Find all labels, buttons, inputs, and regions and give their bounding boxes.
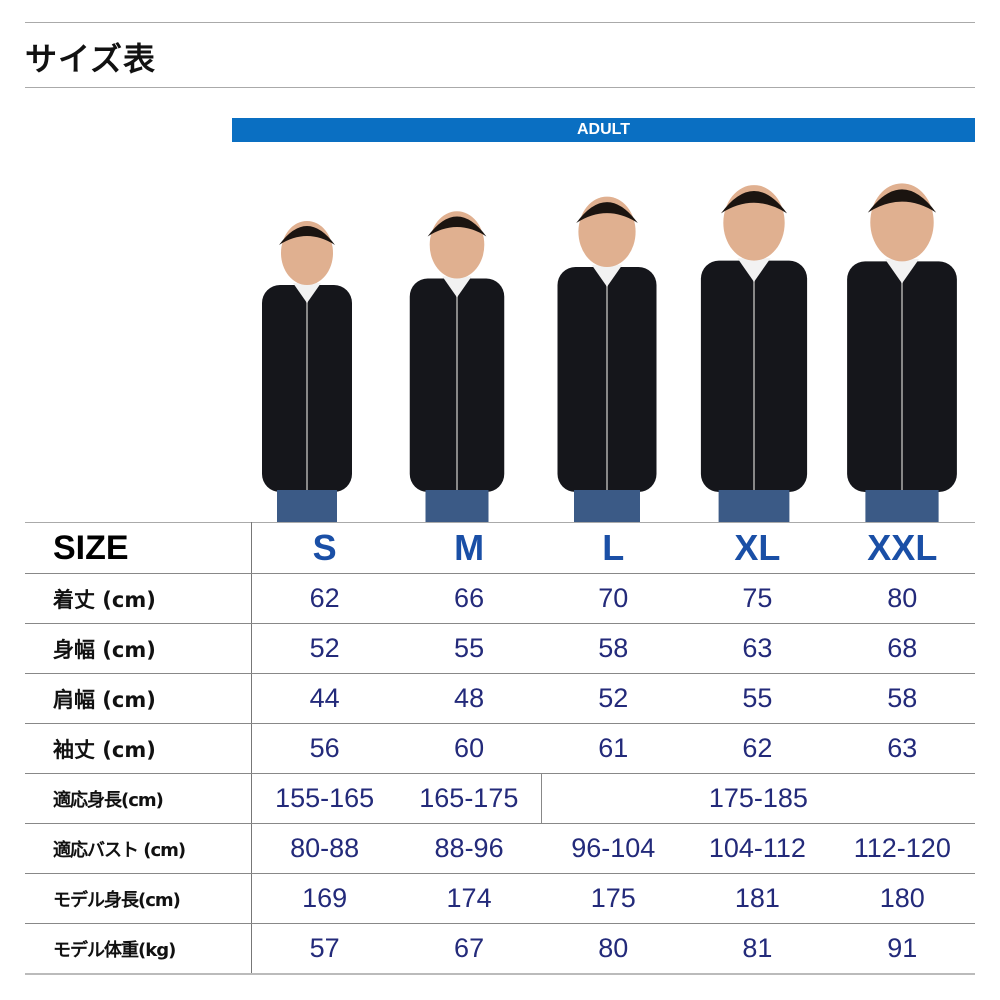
cell: 67	[396, 923, 542, 975]
cell: 57	[251, 923, 397, 975]
cell: 44	[251, 673, 397, 724]
cell: 70	[541, 573, 686, 624]
row-label: 適応身長(cm)	[25, 773, 253, 824]
cell: 63	[685, 623, 830, 674]
cell: 112-120	[829, 823, 975, 874]
size-xl: XL	[685, 522, 830, 574]
cell: 58	[541, 623, 686, 674]
cell: 174	[396, 873, 542, 924]
table-row: 袖丈 (cm) 56 60 61 62 63	[25, 723, 975, 774]
top-divider	[25, 22, 975, 23]
table-row: 着丈 (cm) 62 66 70 75 80	[25, 573, 975, 624]
cell: 80-88	[251, 823, 397, 874]
cell: 175-185	[541, 773, 975, 824]
size-xxl: XXL	[829, 522, 975, 574]
cell: 58	[829, 673, 975, 724]
cell: 81	[685, 923, 830, 975]
model-figure	[409, 211, 505, 522]
size-header-row: SIZE S M L XL XXL	[25, 522, 975, 574]
table-row: 肩幅 (cm) 44 48 52 55 58	[25, 673, 975, 724]
cell: 96-104	[541, 823, 686, 874]
row-label: モデル体重(kg)	[25, 923, 253, 975]
table-row: モデル身長(cm) 169 174 175 181 180	[25, 873, 975, 924]
cell: 48	[396, 673, 542, 724]
page-title: サイズ表	[25, 40, 157, 78]
size-table: SIZE S M L XL XXL 着丈 (cm) 62 66 70 75 80…	[25, 522, 975, 975]
adult-banner: ADULT	[232, 118, 975, 142]
row-label: 適応バスト (cm)	[25, 823, 253, 874]
model-figure	[557, 196, 657, 522]
table-row: モデル体重(kg) 57 67 80 81 91	[25, 923, 975, 975]
cell: 66	[396, 573, 542, 624]
cell: 60	[396, 723, 542, 774]
row-label: 袖丈 (cm)	[25, 723, 253, 774]
cell: 61	[541, 723, 686, 774]
table-row: 適応バスト (cm) 80-88 88-96 96-104 104-112 11…	[25, 823, 975, 874]
row-label: モデル身長(cm)	[25, 873, 253, 924]
cell: 75	[685, 573, 830, 624]
cell: 165-175	[396, 773, 542, 824]
cell: 55	[685, 673, 830, 724]
cell: 52	[541, 673, 686, 724]
cell: 169	[251, 873, 397, 924]
cell: 104-112	[685, 823, 830, 874]
model-figure	[700, 185, 808, 522]
title-divider	[25, 87, 975, 88]
cell: 155-165	[251, 773, 397, 824]
cell: 56	[251, 723, 397, 774]
cell: 180	[829, 873, 975, 924]
cell: 62	[685, 723, 830, 774]
cell: 80	[541, 923, 686, 975]
size-s: S	[251, 522, 397, 574]
cell: 181	[685, 873, 830, 924]
cell: 68	[829, 623, 975, 674]
size-header-label: SIZE	[25, 522, 253, 574]
cell: 91	[829, 923, 975, 975]
table-row: 適応身長(cm) 155-165 165-175 175-185	[25, 773, 975, 824]
model-figure	[262, 221, 352, 522]
size-m: M	[396, 522, 542, 574]
row-label: 着丈 (cm)	[25, 573, 253, 624]
size-l: L	[541, 522, 686, 574]
cell: 55	[396, 623, 542, 674]
cell: 88-96	[396, 823, 542, 874]
table-row: 身幅 (cm) 52 55 58 63 68	[25, 623, 975, 674]
cell: 63	[829, 723, 975, 774]
cell: 62	[251, 573, 397, 624]
cell: 175	[541, 873, 686, 924]
row-label: 肩幅 (cm)	[25, 673, 253, 724]
row-label: 身幅 (cm)	[25, 623, 253, 674]
model-figure	[847, 183, 957, 522]
cell: 52	[251, 623, 397, 674]
cell: 80	[829, 573, 975, 624]
models-photo	[262, 183, 957, 522]
